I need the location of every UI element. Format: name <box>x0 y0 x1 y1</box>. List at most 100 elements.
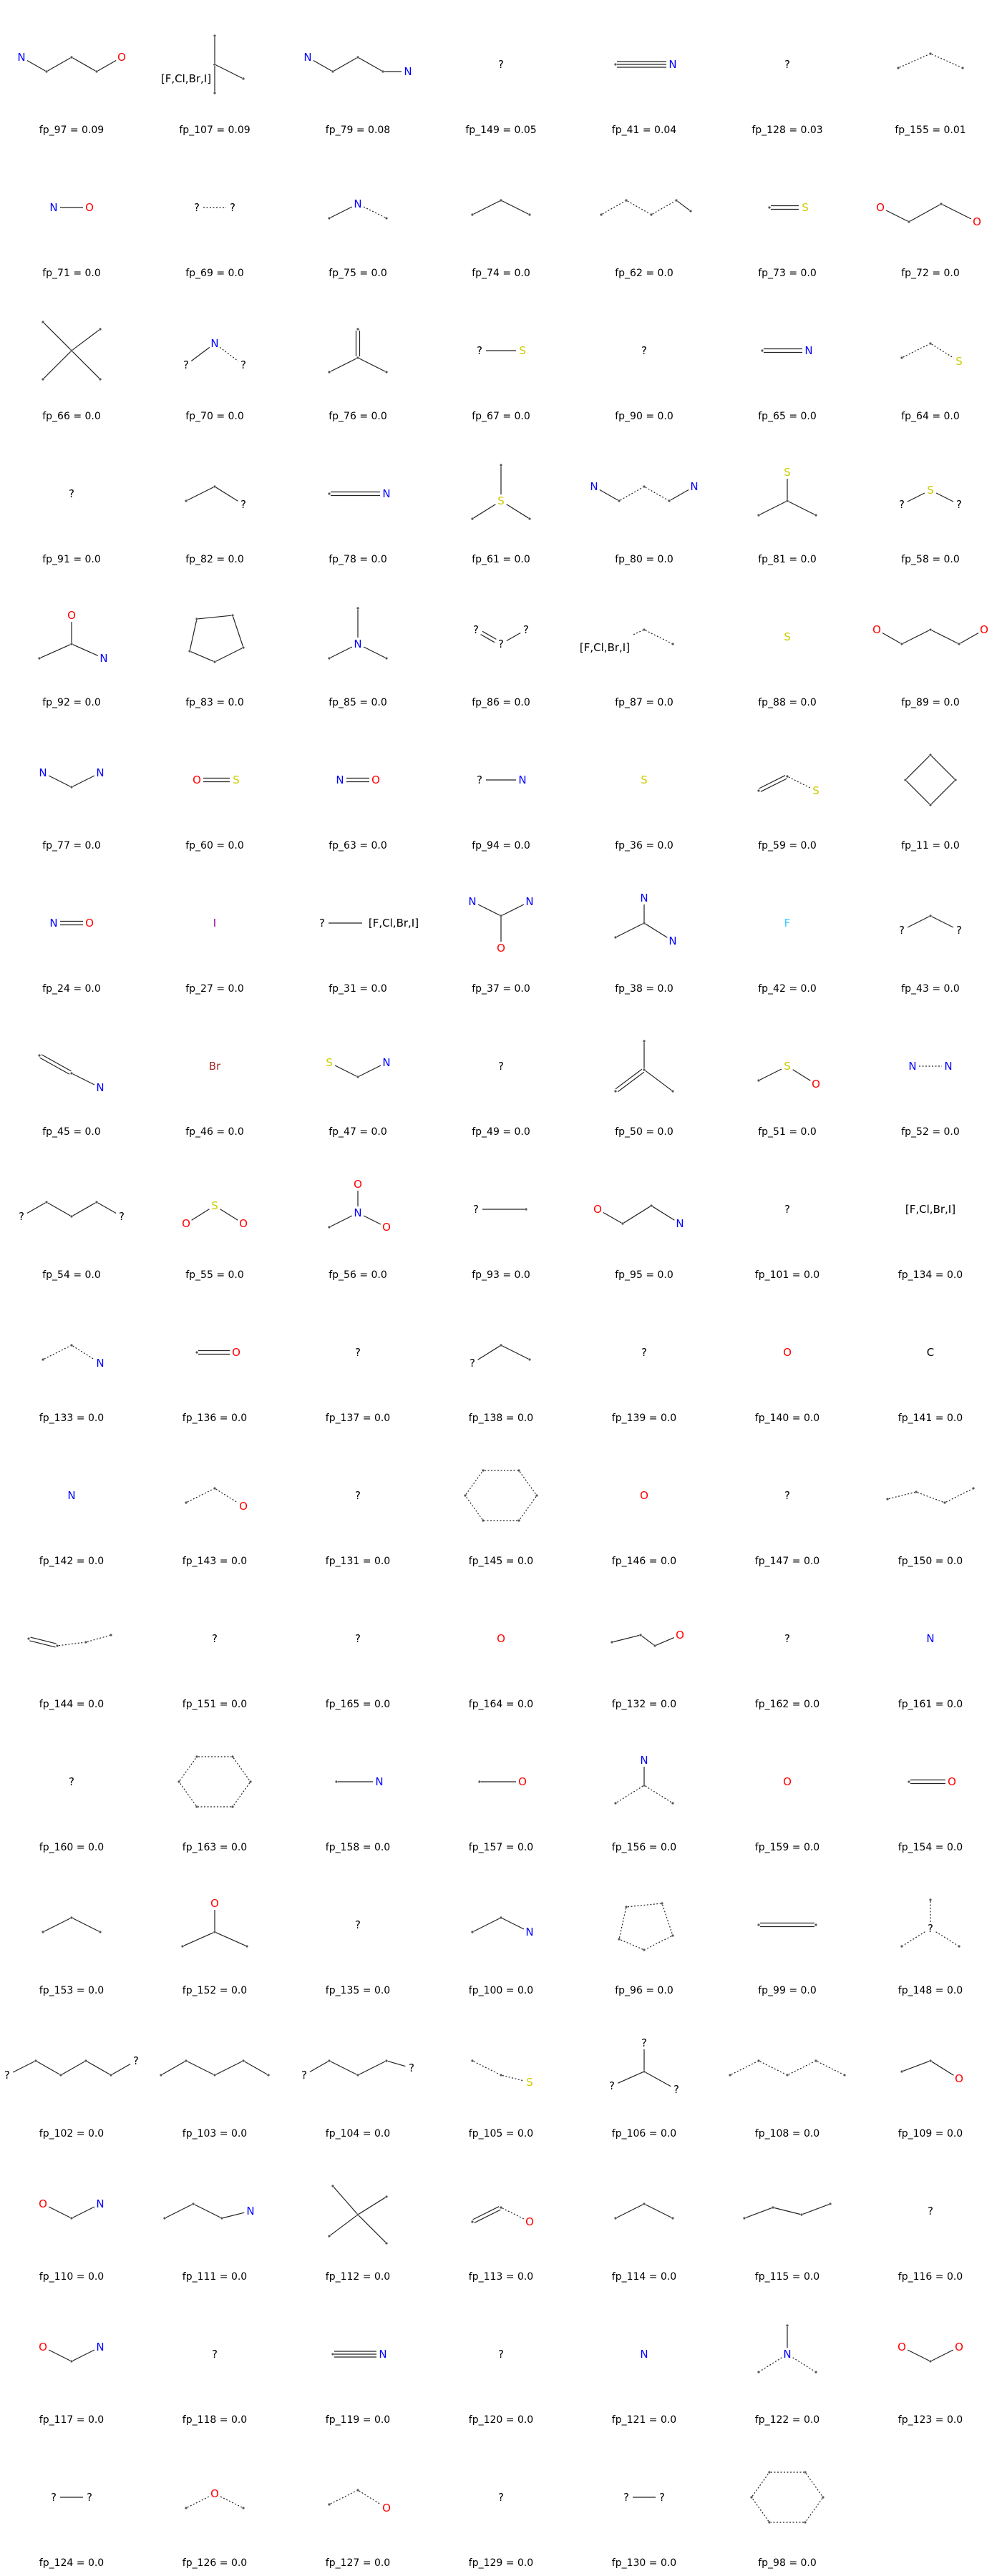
svg-text:[F,Cl,Br,I]: [F,Cl,Br,I] <box>905 1203 955 1216</box>
svg-text:N: N <box>67 1489 75 1502</box>
fragment-I-icon: I <box>213 917 216 930</box>
fragment-wildcard-icon: ? <box>355 1346 361 1359</box>
fingerprint-label: fp_55 = 0.0 <box>185 1269 244 1281</box>
svg-text:?: ? <box>355 1489 361 1502</box>
fingerprint-label: fp_127 = 0.0 <box>325 2557 391 2569</box>
fragment-wildcard-icon: ? <box>784 58 790 71</box>
fragment-aromatic-C-C-O-icon: O <box>185 1487 248 1513</box>
svg-text:O: O <box>955 2341 963 2353</box>
svg-text:O: O <box>67 609 76 622</box>
fingerprint-label: fp_94 = 0.0 <box>472 840 530 852</box>
fingerprint-cell: ? fp_160 = 0.0 <box>0 1717 143 1860</box>
fragment-wildcard-C-wildcard-icon: ?? <box>899 914 962 937</box>
svg-text:?: ? <box>69 487 74 500</box>
svg-text:N: N <box>525 1926 533 1938</box>
svg-text:?: ? <box>928 1922 933 1935</box>
fragment-tertiary-amine-icon: N <box>328 607 388 660</box>
fingerprint-cell: ? fp_118 = 0.0 <box>143 2290 286 2433</box>
fragment-quaternary-carbon-icon <box>328 2185 388 2245</box>
fingerprint-label: fp_75 = 0.0 <box>329 268 387 279</box>
fragment-wildcard-icon: ? <box>212 2348 218 2361</box>
svg-text:N: N <box>49 201 57 214</box>
fingerprint-label: fp_92 = 0.0 <box>42 697 101 708</box>
fragment-C-N-icon: N <box>335 1775 384 1788</box>
fingerprint-label: fp_52 = 0.0 <box>901 1126 960 1138</box>
svg-text:?: ? <box>230 201 235 214</box>
fragment-six-ring-aromatic-icon <box>464 1469 538 1522</box>
svg-text:O: O <box>382 2502 391 2514</box>
fingerprint-label: fp_119 = 0.0 <box>325 2414 391 2426</box>
fragment-nitro-icon: O N O <box>328 1178 391 1234</box>
fingerprint-cell: ? [F,Cl,Br,I] fp_31 = 0.0 <box>286 859 429 1002</box>
svg-text:?: ? <box>240 358 246 371</box>
fingerprint-label: fp_124 = 0.0 <box>39 2557 104 2569</box>
fingerprint-label: fp_150 = 0.0 <box>898 1556 963 1567</box>
svg-text:O: O <box>354 1178 362 1191</box>
svg-text:O: O <box>39 2341 47 2353</box>
fingerprint-label: fp_162 = 0.0 <box>754 1699 820 1710</box>
fingerprint-label: fp_156 = 0.0 <box>611 1842 677 1853</box>
svg-text:N: N <box>375 1775 383 1788</box>
fragment-amidine-icon: NN <box>614 892 677 947</box>
fragment-aromatic-ether-icon: O <box>185 2487 245 2509</box>
fingerprint-label: fp_116 = 0.0 <box>898 2271 963 2283</box>
fingerprint-label: fp_165 = 0.0 <box>325 1699 391 1710</box>
svg-text:N: N <box>640 892 648 904</box>
fingerprint-label: fp_86 = 0.0 <box>472 697 530 708</box>
svg-text:O: O <box>872 623 881 636</box>
fingerprint-cell: ? fp_128 = 0.03 <box>716 0 859 143</box>
fingerprint-cell: ? fp_91 = 0.0 <box>0 429 143 572</box>
fingerprint-label: fp_100 = 0.0 <box>468 1985 534 1996</box>
svg-text:O: O <box>525 2215 534 2228</box>
fingerprint-cell: fp_50 = 0.0 <box>573 1002 716 1145</box>
fingerprint-label: fp_135 = 0.0 <box>325 1985 391 1996</box>
fingerprint-label: fp_24 = 0.0 <box>42 983 101 995</box>
svg-text:S: S <box>784 1060 791 1073</box>
svg-text:N: N <box>96 2197 104 2210</box>
fragment-alkene-N-icon: N <box>38 1054 104 1094</box>
svg-text:O: O <box>239 1500 248 1513</box>
fingerprint-label: fp_120 = 0.0 <box>468 2414 534 2426</box>
fingerprint-label: fp_76 = 0.0 <box>329 411 387 422</box>
svg-text:N: N <box>354 197 361 210</box>
svg-text:?: ? <box>956 498 962 511</box>
fingerprint-cell: ? fp_149 = 0.05 <box>429 0 573 143</box>
fragment-C=O-icon: O <box>908 1775 956 1788</box>
svg-text:O: O <box>232 1346 240 1359</box>
fragment-wildcard-icon: ? <box>498 58 504 71</box>
fingerprint-cell: ? fp_135 = 0.0 <box>286 1860 429 2004</box>
fragment-wildcard-branch-icon: ? <box>900 1898 960 1948</box>
fingerprint-label: fp_41 = 0.04 <box>611 125 677 136</box>
fragment-aromatic-C-C-C-icon <box>897 52 964 69</box>
fragment-C-O-icon: O <box>478 1775 527 1788</box>
fragment-S-icon: S <box>784 630 791 643</box>
svg-text:?: ? <box>240 498 246 511</box>
fingerprint-label: fp_73 = 0.0 <box>758 268 817 279</box>
svg-text:N: N <box>49 917 57 930</box>
svg-text:?: ? <box>609 2079 615 2092</box>
svg-text:N: N <box>96 1357 104 1370</box>
fingerprint-cell: fp_145 = 0.0 <box>429 1431 573 1574</box>
fingerprint-cell: ? fp_116 = 0.0 <box>859 2147 1002 2290</box>
fingerprint-cell: ? fp_165 = 0.0 <box>286 1574 429 1717</box>
svg-text:N: N <box>303 51 311 64</box>
fingerprint-label: fp_109 = 0.0 <box>898 2128 963 2140</box>
svg-text:O: O <box>382 1221 391 1234</box>
fingerprint-label: fp_93 = 0.0 <box>472 1269 530 1281</box>
fingerprint-label: fp_157 = 0.0 <box>468 1842 534 1853</box>
fragment-C-C-wildcard-icon: ? <box>185 485 246 511</box>
svg-text:S: S <box>497 494 505 507</box>
svg-text:?: ? <box>928 2205 933 2218</box>
fingerprint-cell: fp_150 = 0.0 <box>859 1431 1002 1574</box>
fingerprint-label: fp_115 = 0.0 <box>754 2271 820 2283</box>
